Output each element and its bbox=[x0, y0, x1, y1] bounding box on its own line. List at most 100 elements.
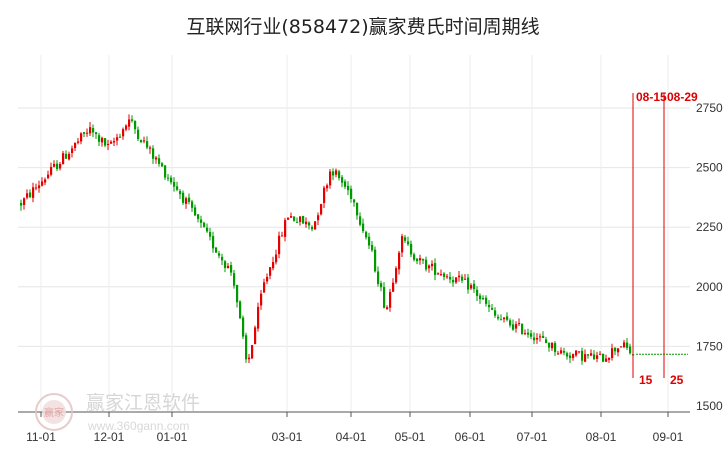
y-tick-label: 1750 bbox=[696, 339, 723, 353]
candle bbox=[356, 202, 359, 220]
candle bbox=[296, 217, 299, 223]
candle-body bbox=[176, 186, 179, 190]
watermark: 赢家 赢家江恩软件 www.360gann.com bbox=[35, 392, 200, 433]
candle-body bbox=[518, 323, 521, 325]
candle bbox=[80, 132, 83, 145]
candle bbox=[623, 339, 626, 349]
candle bbox=[299, 216, 302, 226]
candle bbox=[515, 321, 518, 333]
candle bbox=[173, 177, 176, 192]
candle bbox=[449, 272, 452, 284]
cycle-date-label: 08-29 bbox=[667, 90, 698, 104]
candle-body bbox=[434, 263, 437, 275]
candle-body bbox=[131, 119, 134, 121]
candle-body bbox=[143, 140, 146, 142]
candle bbox=[269, 266, 272, 280]
candle bbox=[236, 284, 239, 308]
candle-body bbox=[527, 332, 530, 335]
candle bbox=[485, 295, 488, 307]
candle-body bbox=[92, 128, 95, 133]
candle-body bbox=[608, 357, 611, 360]
x-tick-label: 07-01 bbox=[517, 430, 548, 444]
candle-body bbox=[68, 153, 71, 160]
candle bbox=[230, 261, 233, 276]
candle bbox=[620, 346, 623, 348]
candle bbox=[584, 349, 587, 363]
candle-body bbox=[533, 337, 536, 341]
candle bbox=[395, 266, 398, 285]
candle-body bbox=[125, 125, 128, 130]
candle bbox=[539, 333, 542, 342]
candle-body bbox=[311, 226, 314, 230]
candle bbox=[479, 293, 482, 304]
candle-body bbox=[398, 252, 401, 270]
candle-body bbox=[536, 337, 539, 340]
candle bbox=[554, 341, 557, 356]
candle bbox=[248, 354, 251, 363]
candle-body bbox=[356, 202, 359, 216]
candle-body bbox=[74, 142, 77, 149]
x-tick-label: 12-01 bbox=[94, 430, 125, 444]
candle-body bbox=[320, 204, 323, 215]
candle-body bbox=[56, 163, 59, 170]
candle-body bbox=[260, 293, 263, 306]
candle bbox=[482, 295, 485, 300]
candle-body bbox=[401, 236, 404, 253]
candle-body bbox=[491, 307, 494, 310]
candle-body bbox=[338, 171, 341, 179]
candle bbox=[473, 280, 476, 293]
candle bbox=[158, 154, 161, 167]
candle bbox=[266, 273, 269, 285]
candle-body bbox=[473, 283, 476, 290]
candle-body bbox=[488, 304, 491, 308]
candle bbox=[170, 175, 173, 185]
candle bbox=[218, 250, 221, 259]
candle bbox=[254, 325, 257, 345]
candle bbox=[401, 233, 404, 258]
candle-body bbox=[575, 350, 578, 356]
candle-body bbox=[584, 354, 587, 362]
candle-body bbox=[494, 310, 497, 316]
candle-body bbox=[413, 254, 416, 260]
candle bbox=[206, 223, 209, 233]
candle-body bbox=[449, 276, 452, 280]
candle bbox=[365, 230, 368, 240]
candle bbox=[320, 203, 323, 216]
candle-body bbox=[122, 129, 125, 137]
candle bbox=[416, 257, 419, 265]
candle bbox=[29, 189, 32, 199]
candle bbox=[239, 300, 242, 320]
candle-body bbox=[329, 171, 332, 186]
candle-body bbox=[116, 137, 119, 141]
candle-body bbox=[521, 323, 524, 335]
candle bbox=[545, 336, 548, 344]
candle bbox=[443, 272, 446, 281]
candle-body bbox=[191, 201, 194, 208]
candle bbox=[263, 278, 266, 294]
candle bbox=[83, 132, 86, 138]
candle bbox=[407, 236, 410, 246]
candle bbox=[35, 183, 38, 191]
candle bbox=[224, 259, 227, 273]
candle bbox=[137, 126, 140, 142]
candle bbox=[314, 220, 317, 230]
candle-body bbox=[455, 277, 458, 283]
candle bbox=[464, 273, 467, 280]
candle-body bbox=[182, 192, 185, 203]
candle bbox=[227, 262, 230, 269]
candle-body bbox=[380, 283, 383, 288]
candle-body bbox=[404, 237, 407, 241]
candle-body bbox=[212, 236, 215, 249]
candle bbox=[140, 139, 143, 143]
candle-body bbox=[506, 316, 509, 320]
candle bbox=[446, 273, 449, 279]
candle-body bbox=[362, 223, 365, 232]
candle-body bbox=[431, 263, 434, 267]
y-tick-label: 1500 bbox=[696, 399, 723, 413]
candle bbox=[419, 254, 422, 265]
candle bbox=[47, 170, 50, 180]
candle bbox=[404, 234, 407, 244]
candle-body bbox=[164, 165, 167, 178]
axes: 1500 1750 2000 2250 2500 2750 11-01 12-01 01-01 0… bbox=[18, 101, 723, 444]
candle-body bbox=[146, 141, 149, 148]
